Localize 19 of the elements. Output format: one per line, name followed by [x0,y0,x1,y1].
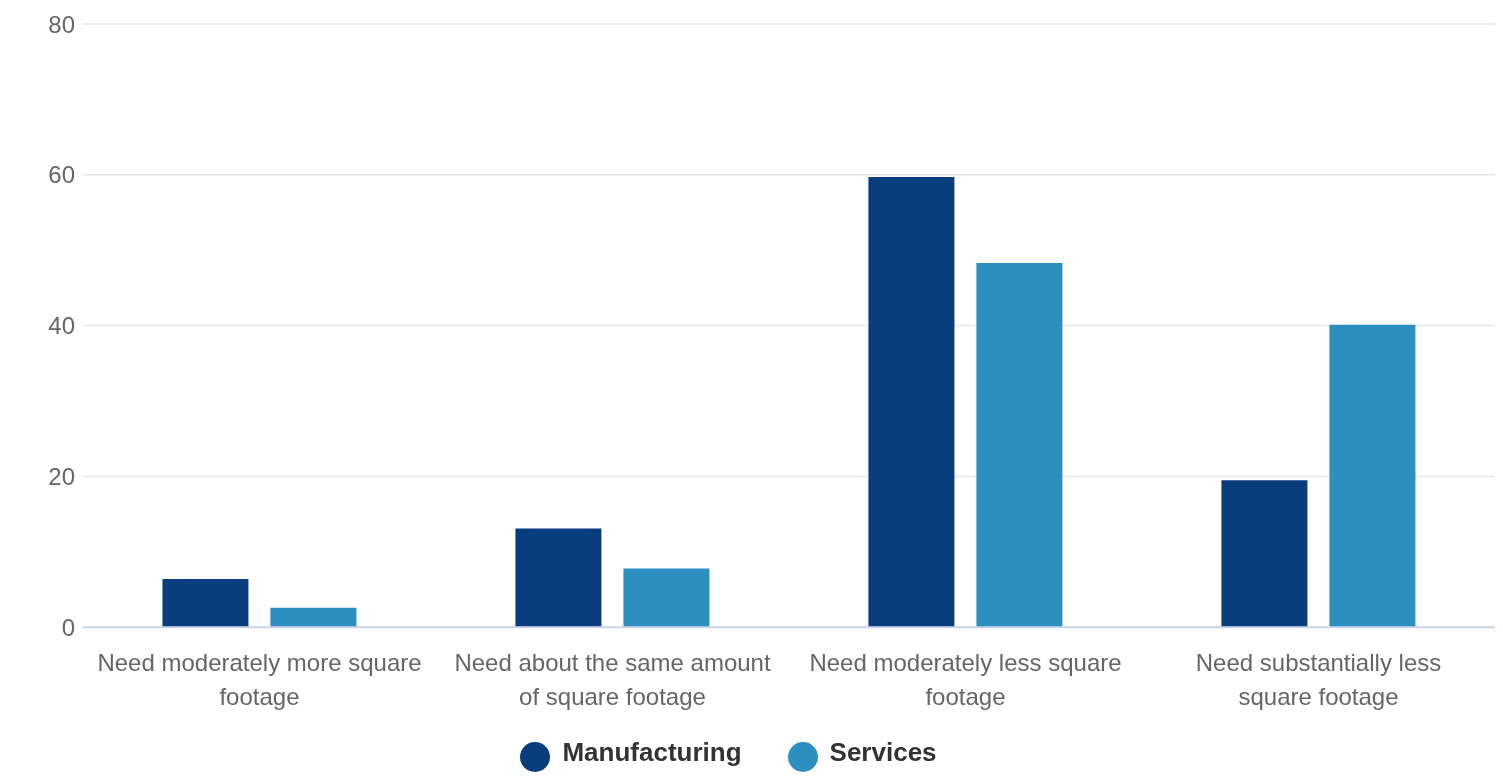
bar [270,607,357,628]
x-tick-label: Need substantially less square footage [1195,649,1442,711]
bar [868,177,955,628]
y-tick-label: 40 [48,312,75,340]
y-tick-label: 60 [48,161,75,189]
y-tick-label: 80 [48,10,75,38]
x-tick-label: Need moderately more square footage [97,649,422,711]
y-tick-label: 20 [48,462,75,490]
x-tick-label: Need moderately less square footage [809,649,1122,711]
bar [623,568,710,628]
legend-label: Manufacturing [562,737,742,768]
bar [1221,480,1308,628]
y-tick-label: 0 [61,613,75,641]
bar [162,578,249,628]
legend-label: Services [829,737,937,768]
bar [976,263,1063,628]
x-tick-label: Need about the same amount of square footage [454,649,771,711]
bar [515,528,602,628]
bar [1329,324,1416,628]
